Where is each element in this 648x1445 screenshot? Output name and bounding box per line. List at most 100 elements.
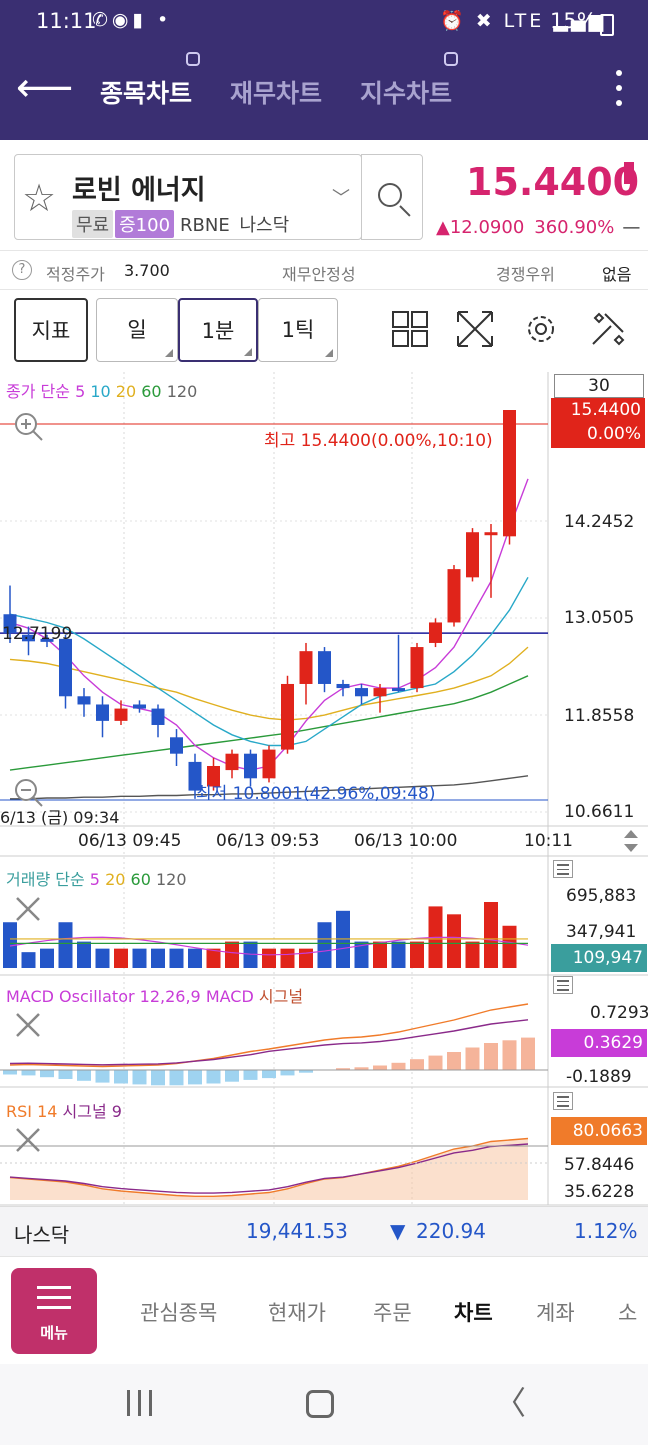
macd-bar bbox=[21, 1070, 36, 1076]
nav-more-truncated[interactable]: 소 bbox=[618, 1301, 638, 1325]
chart-canvas[interactable] bbox=[0, 370, 648, 1210]
expand-icon[interactable] bbox=[456, 310, 494, 348]
zoom-out-icon[interactable] bbox=[12, 776, 44, 808]
stock-tags: 무료 증100 RBNE 나스닥 bbox=[72, 210, 289, 238]
nav-watchlist[interactable]: 관심종목 bbox=[140, 1301, 218, 1325]
stock-name[interactable]: 로빈 에너지 bbox=[72, 175, 206, 206]
volume-menu-icon[interactable] bbox=[553, 860, 573, 878]
volume-bar bbox=[317, 922, 332, 968]
menu-button[interactable]: 메뉴 bbox=[11, 1268, 97, 1354]
macd-bar bbox=[447, 1052, 461, 1070]
macd-signal-line bbox=[9, 1019, 529, 1066]
rsi-tick-2: 35.6228 bbox=[564, 1182, 635, 1202]
star-icon[interactable]: ☆ bbox=[22, 176, 57, 220]
search-icon-handle bbox=[399, 205, 411, 217]
scroll-updown-icon[interactable] bbox=[622, 828, 640, 854]
candle-body bbox=[151, 708, 165, 725]
rsi-current-box: 80.0663 bbox=[551, 1117, 647, 1145]
index-change-pct: 1.12% bbox=[574, 1219, 638, 1243]
macd-close-icon[interactable] bbox=[14, 1011, 42, 1039]
candle-body bbox=[262, 749, 276, 779]
macd-bar bbox=[299, 1070, 313, 1073]
candle-body bbox=[299, 651, 313, 684]
macd-bar bbox=[225, 1070, 239, 1082]
macd-bar bbox=[484, 1043, 498, 1070]
volume-ma5-line bbox=[9, 936, 529, 956]
help-icon[interactable]: ? bbox=[12, 260, 32, 280]
index-ticker-bar[interactable]: 나스닥 19,441.53 ▼ 220.94 1.12% bbox=[0, 1206, 648, 1256]
corner-mark bbox=[165, 349, 173, 357]
candle-body bbox=[373, 688, 387, 697]
macd-tick-1: 0.7293 bbox=[590, 1003, 648, 1023]
legend-ma60: 60 bbox=[141, 382, 162, 401]
rsi-line bbox=[9, 1137, 529, 1198]
chevron-down-icon[interactable]: ﹀ bbox=[332, 188, 350, 209]
menu-line bbox=[37, 1306, 71, 1309]
period-day-button[interactable]: 일 bbox=[96, 298, 178, 362]
rsi-menu-icon[interactable] bbox=[553, 1092, 573, 1110]
macd-bar bbox=[188, 1070, 202, 1085]
macd-bar bbox=[373, 1065, 387, 1070]
competitive-advantage-label[interactable]: 경쟁우위 bbox=[496, 265, 555, 284]
grid-layout-icon[interactable] bbox=[391, 310, 429, 348]
macd-menu-icon[interactable] bbox=[553, 976, 573, 994]
volume-bar bbox=[447, 914, 461, 968]
candle-body bbox=[133, 704, 146, 709]
ma-line-ma60 bbox=[9, 675, 529, 771]
macd-bar bbox=[58, 1070, 73, 1079]
rsi-close-icon[interactable] bbox=[14, 1126, 42, 1154]
zoom-in-icon[interactable] bbox=[12, 410, 44, 442]
period-1tick-button[interactable]: 1틱 bbox=[258, 298, 338, 362]
volume-bar bbox=[410, 941, 424, 968]
x-tick-3: 06/13 10:00 bbox=[354, 831, 458, 851]
x-tick-1: 06/13 09:45 bbox=[78, 831, 182, 851]
macd-bar bbox=[354, 1067, 369, 1070]
tools-icon[interactable] bbox=[589, 310, 627, 348]
rsi-legend-main: RSI 14 bbox=[6, 1102, 58, 1121]
volume-bar bbox=[465, 941, 480, 968]
candlestick-series bbox=[3, 410, 516, 799]
nav-chart[interactable]: 차트 bbox=[454, 1301, 493, 1325]
macd-bar bbox=[410, 1059, 424, 1070]
nav-account[interactable]: 계좌 bbox=[536, 1301, 575, 1325]
macd-legend[interactable]: MACD Oscillator 12,26,9 MACD 시그널 bbox=[6, 983, 303, 1007]
index-change: 220.94 bbox=[416, 1219, 486, 1243]
macd-bars bbox=[0, 1003, 548, 1086]
rsi-signal-line bbox=[9, 1143, 529, 1194]
home-icon[interactable] bbox=[306, 1390, 334, 1418]
search-button[interactable] bbox=[361, 154, 423, 240]
y-tick-2: 13.0505 bbox=[564, 608, 635, 628]
tab-stock-chart[interactable]: 종목차트 bbox=[100, 79, 193, 108]
macd-bar bbox=[521, 1037, 535, 1070]
view-count-box[interactable]: 30 bbox=[554, 374, 644, 398]
back-icon[interactable]: 〈 bbox=[494, 1384, 527, 1422]
reference-line-label: 12.7199 bbox=[2, 624, 73, 644]
start-date-label: 6/13 (금) 09:34 bbox=[0, 808, 120, 827]
tab-index-chart[interactable]: 지수차트 bbox=[360, 79, 453, 108]
indicator-button[interactable]: 지표 bbox=[14, 298, 88, 362]
more-menu-icon[interactable] bbox=[616, 70, 624, 115]
nav-current-price[interactable]: 현재가 bbox=[268, 1301, 326, 1325]
volume-legend[interactable]: 거래량 단순 5 20 60 120 bbox=[6, 866, 187, 890]
period-1min-button[interactable]: 1분 bbox=[178, 298, 258, 362]
financial-stability-label[interactable]: 재무안정성 bbox=[282, 265, 356, 284]
recent-apps-icon[interactable] bbox=[127, 1390, 153, 1416]
candle-body bbox=[392, 688, 405, 692]
volume-bar bbox=[280, 948, 295, 968]
main-chart-legend[interactable]: 종가 단순 5 10 20 60 120 bbox=[6, 378, 197, 402]
nav-order[interactable]: 주문 bbox=[373, 1301, 412, 1325]
bar bbox=[138, 1390, 141, 1416]
back-arrow-icon[interactable]: ⟵ bbox=[16, 65, 74, 111]
tab-mark-icon bbox=[444, 52, 458, 66]
gear-icon[interactable] bbox=[522, 310, 560, 348]
volume-close-icon[interactable] bbox=[14, 895, 42, 923]
volume-bar bbox=[40, 948, 54, 968]
bottom-navigation: 메뉴 관심종목 현재가 주문 차트 계좌 소 bbox=[0, 1256, 648, 1364]
rsi-legend[interactable]: RSI 14 시그널 9 bbox=[6, 1098, 122, 1122]
candle-body bbox=[188, 761, 202, 791]
change-percent: 360.90% bbox=[534, 217, 615, 238]
candle-body bbox=[503, 410, 516, 537]
macd-legend-main: MACD Oscillator 12,26,9 bbox=[6, 987, 201, 1006]
tab-financial-chart[interactable]: 재무차트 bbox=[230, 79, 323, 108]
